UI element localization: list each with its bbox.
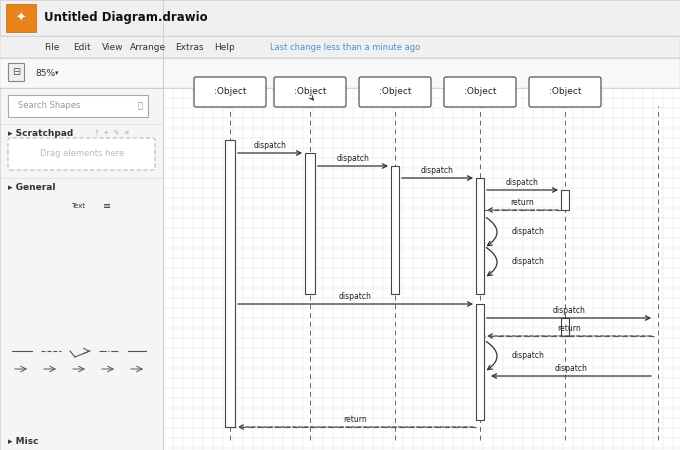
Text: ▸ General: ▸ General	[8, 183, 56, 192]
Text: ✦: ✦	[16, 12, 27, 24]
Bar	[0, 0, 680, 36]
Text: ▸ Misc: ▸ Misc	[8, 437, 39, 446]
FancyArrowPatch shape	[486, 248, 497, 276]
Bar	[8, 63, 24, 81]
Bar	[128, 296, 144, 307]
Text: :Object: :Object	[214, 87, 246, 96]
Bar	[12, 200, 27, 211]
Bar	[476, 304, 484, 420]
Text: View: View	[101, 42, 123, 51]
Bar	[41, 200, 61, 211]
Text: dispatch: dispatch	[337, 154, 369, 163]
Bar	[0, 58, 680, 88]
Text: return: return	[343, 415, 367, 424]
FancyArrowPatch shape	[486, 342, 497, 370]
Bar	[0, 88, 163, 450]
Text: ▸ Scratchpad: ▸ Scratchpad	[8, 129, 73, 138]
Bar	[8, 95, 148, 117]
Bar	[476, 178, 484, 294]
Text: Extras: Extras	[175, 42, 203, 51]
Bar	[99, 272, 115, 283]
Text: return: return	[557, 324, 581, 333]
Text: ?  +  ✎  ✕: ? + ✎ ✕	[95, 130, 130, 136]
Bar	[12, 296, 28, 307]
Text: dispatch: dispatch	[254, 141, 286, 150]
Text: ⊟: ⊟	[12, 67, 20, 77]
FancyBboxPatch shape	[529, 77, 601, 107]
Bar	[12, 272, 28, 283]
Text: Drag elements here: Drag elements here	[40, 149, 124, 158]
Bar	[12, 223, 28, 236]
Bar	[72, 248, 86, 262]
Bar	[0, 36, 680, 58]
Text: :Object: :Object	[549, 87, 581, 96]
FancyArrowPatch shape	[486, 217, 497, 246]
Bar	[561, 318, 569, 336]
Text: 85%: 85%	[35, 68, 55, 77]
Bar	[99, 296, 115, 307]
Bar	[128, 320, 144, 331]
Text: dispatch: dispatch	[339, 292, 372, 301]
Text: File: File	[44, 42, 59, 51]
Text: dispatch: dispatch	[421, 166, 454, 175]
Text: :Object: :Object	[464, 87, 496, 96]
Text: Arrange: Arrange	[131, 42, 167, 51]
Text: ≡: ≡	[103, 201, 111, 211]
Text: dispatch: dispatch	[553, 306, 585, 315]
Text: Search Shapes: Search Shapes	[18, 102, 80, 111]
Text: :Object: :Object	[294, 87, 326, 96]
Bar	[99, 320, 115, 331]
Bar	[41, 296, 57, 307]
Bar	[70, 320, 86, 331]
Text: return: return	[511, 198, 534, 207]
FancyBboxPatch shape	[274, 77, 346, 107]
Text: dispatch: dispatch	[506, 178, 539, 187]
Bar	[70, 226, 84, 238]
Bar	[391, 166, 399, 294]
Text: Last change less than a minute ago: Last change less than a minute ago	[270, 42, 420, 51]
Bar	[12, 320, 28, 331]
Text: dispatch: dispatch	[512, 228, 545, 237]
Text: 🔍: 🔍	[137, 102, 143, 111]
Text: dispatch: dispatch	[555, 364, 588, 373]
FancyBboxPatch shape	[444, 77, 516, 107]
Bar	[72, 224, 86, 236]
Bar	[41, 272, 57, 283]
FancyBboxPatch shape	[194, 77, 266, 107]
FancyBboxPatch shape	[8, 138, 155, 170]
Text: Text: Text	[71, 203, 85, 209]
Text: Help: Help	[214, 42, 235, 51]
FancyBboxPatch shape	[359, 77, 431, 107]
Bar	[6, 4, 36, 32]
Bar	[561, 190, 569, 210]
Text: dispatch: dispatch	[512, 351, 545, 360]
Bar	[70, 296, 86, 307]
Bar	[163, 88, 680, 450]
Bar	[225, 140, 235, 427]
Bar	[144, 348, 149, 354]
Text: ▾: ▾	[55, 70, 58, 76]
Text: Edit: Edit	[73, 42, 90, 51]
Bar	[70, 272, 86, 283]
Text: Untitled Diagram.drawio: Untitled Diagram.drawio	[44, 12, 207, 24]
Bar	[305, 153, 315, 294]
Bar	[128, 272, 144, 283]
Text: :Object: :Object	[379, 87, 411, 96]
Text: dispatch: dispatch	[512, 257, 545, 266]
Bar	[41, 320, 57, 331]
